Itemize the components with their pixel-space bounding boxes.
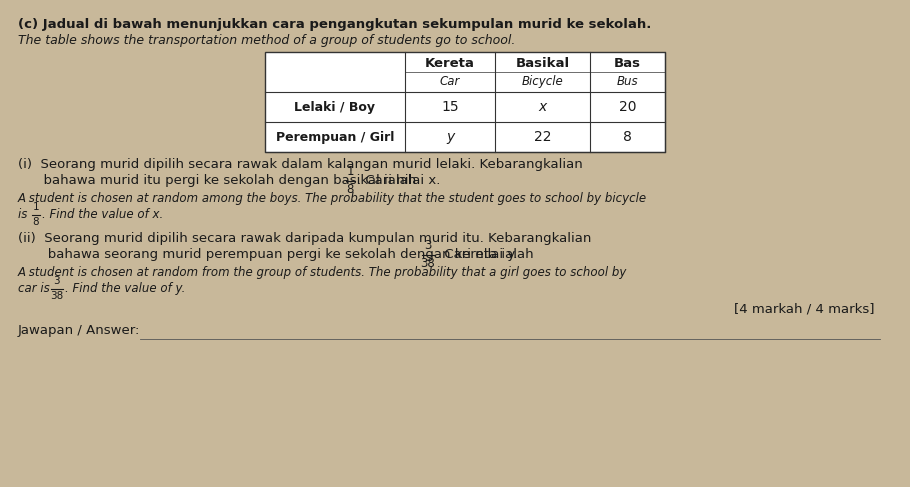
- Text: The table shows the transportation method of a group of students go to school.: The table shows the transportation metho…: [18, 34, 515, 47]
- Text: bahawa murid itu pergi ke sekolah dengan basikal ialah: bahawa murid itu pergi ke sekolah dengan…: [18, 174, 420, 187]
- Text: 38: 38: [50, 291, 64, 300]
- Text: . Find the value of x.: . Find the value of x.: [42, 208, 163, 221]
- Text: Bas: Bas: [614, 57, 641, 70]
- Text: 3: 3: [54, 276, 60, 286]
- Text: . Cari nilai y.: . Cari nilai y.: [436, 248, 518, 261]
- Text: Basikal: Basikal: [515, 57, 570, 70]
- Text: Jawapan / Answer:: Jawapan / Answer:: [18, 324, 140, 337]
- Text: 8: 8: [623, 130, 632, 144]
- Text: A student is chosen at random from the group of students. The probability that a: A student is chosen at random from the g…: [18, 266, 627, 279]
- Text: 38: 38: [420, 257, 435, 270]
- Text: Car: Car: [440, 75, 460, 88]
- Text: Lelaki / Boy: Lelaki / Boy: [295, 100, 376, 113]
- Text: Kereta: Kereta: [425, 57, 475, 70]
- Text: 15: 15: [441, 100, 459, 114]
- Text: 8: 8: [33, 217, 39, 226]
- Text: (i)  Seorang murid dipilih secara rawak dalam kalangan murid lelaki. Kebarangkal: (i) Seorang murid dipilih secara rawak d…: [18, 158, 582, 171]
- Text: 1: 1: [33, 202, 39, 212]
- Text: 8: 8: [347, 183, 354, 196]
- Text: A student is chosen at random among the boys. The probability that the student g: A student is chosen at random among the …: [18, 192, 647, 205]
- Text: . Cari nilai x.: . Cari nilai x.: [357, 174, 440, 187]
- Text: (c) Jadual di bawah menunjukkan cara pengangkutan sekumpulan murid ke sekolah.: (c) Jadual di bawah menunjukkan cara pen…: [18, 18, 652, 31]
- Text: . Find the value of y.: . Find the value of y.: [65, 282, 185, 295]
- Text: y: y: [446, 130, 454, 144]
- Text: 3: 3: [424, 239, 431, 252]
- Text: car is: car is: [18, 282, 54, 295]
- Text: 1: 1: [347, 165, 354, 178]
- Bar: [265, 52, 665, 152]
- Text: Perempuan / Girl: Perempuan / Girl: [276, 131, 394, 144]
- Text: x: x: [539, 100, 547, 114]
- Text: is: is: [18, 208, 31, 221]
- Text: bahawa seorang murid perempuan pergi ke sekolah dengan kereta ialah: bahawa seorang murid perempuan pergi ke …: [18, 248, 538, 261]
- Text: Bicycle: Bicycle: [521, 75, 563, 88]
- Text: Bus: Bus: [617, 75, 638, 88]
- Text: 20: 20: [619, 100, 636, 114]
- Text: 22: 22: [534, 130, 551, 144]
- Text: (ii)  Seorang murid dipilih secara rawak daripada kumpulan murid itu. Kebarangka: (ii) Seorang murid dipilih secara rawak …: [18, 232, 592, 245]
- Text: [4 markah / 4 marks]: [4 markah / 4 marks]: [734, 302, 875, 315]
